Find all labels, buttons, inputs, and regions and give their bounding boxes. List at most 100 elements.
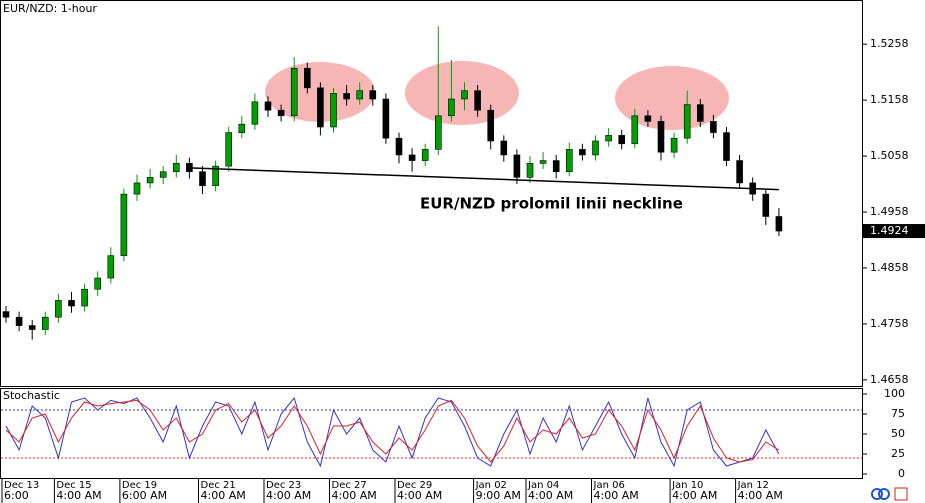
candle-body xyxy=(173,163,180,173)
candle-body xyxy=(225,132,232,167)
candle-body xyxy=(264,101,272,111)
x-time-label: 4:00 AM xyxy=(201,489,246,502)
x-time-label: 4:00 AM xyxy=(738,489,783,502)
toolbar-icons[interactable] xyxy=(871,487,908,501)
candle-body xyxy=(775,216,783,232)
candle-body xyxy=(526,163,534,178)
x-date-label: Dec 27 xyxy=(332,480,367,491)
y-tick-label: 25 xyxy=(891,447,905,460)
x-date-label: Jan 12 xyxy=(737,480,769,491)
candle-body xyxy=(2,311,10,318)
x-date-label: Jan 06 xyxy=(593,480,625,491)
candle-body xyxy=(107,255,115,279)
candle-body xyxy=(762,193,770,217)
x-time-label: 4:00 AM xyxy=(397,489,442,502)
candle-body xyxy=(120,193,128,256)
candle-body xyxy=(356,90,364,100)
candle-body xyxy=(28,325,36,330)
candle-body xyxy=(343,93,350,100)
x-time-label: 4:00 AM xyxy=(528,489,573,502)
candle-body xyxy=(251,101,259,125)
candle-body xyxy=(513,154,521,178)
stochastic-line xyxy=(5,399,780,463)
candle-body xyxy=(395,137,403,156)
y-tick-label: 1.4858 xyxy=(870,261,909,274)
candle-body xyxy=(421,149,429,161)
link-icon[interactable] xyxy=(871,488,883,500)
x-date-label: Dec 21 xyxy=(201,480,236,491)
chart-title: EUR/NZD: 1-hour xyxy=(3,2,97,15)
candle-body xyxy=(277,109,285,117)
x-date-label: Dec 23 xyxy=(266,480,301,491)
x-date-label: Dec 15 xyxy=(56,480,91,491)
price-panel xyxy=(0,0,863,387)
candle-body xyxy=(710,121,717,133)
candle-body xyxy=(199,171,206,187)
x-time-label: 9:00 AM xyxy=(476,489,521,502)
last-price-box xyxy=(863,224,925,239)
candle-body xyxy=(317,87,324,128)
x-date-label: Jan 10 xyxy=(671,480,703,491)
x-time-label: 4:00 AM xyxy=(332,489,377,502)
x-date-label: Dec 19 xyxy=(122,480,157,491)
y-tick-label: 1.5258 xyxy=(870,37,909,50)
x-time-label: 4:00 AM xyxy=(594,489,639,502)
candle-body xyxy=(552,160,560,173)
candle-body xyxy=(159,171,167,178)
x-time-label: 4:00 AM xyxy=(56,489,101,502)
candle-body xyxy=(303,67,311,89)
x-date-label: Jan 04 xyxy=(527,480,559,491)
candle-body xyxy=(683,104,691,139)
candle-body xyxy=(500,140,508,156)
panel-title: Stochastic xyxy=(3,389,60,402)
stochastic-panel xyxy=(0,388,863,479)
candle-body xyxy=(474,90,481,111)
candle-body xyxy=(68,300,75,307)
x-time-label: 4:00 AM xyxy=(672,489,717,502)
candle-body xyxy=(696,104,704,122)
x-date-label: Dec 13 xyxy=(4,480,39,491)
candle-body xyxy=(448,98,455,117)
link-icon[interactable] xyxy=(878,488,890,500)
candle-body xyxy=(644,115,652,122)
candle-body xyxy=(631,115,639,145)
candle-body xyxy=(579,149,586,156)
last-price-label: 1.4924 xyxy=(870,224,909,237)
x-time-label: 6:00 xyxy=(4,489,29,502)
candle-body xyxy=(41,316,49,330)
candle-body xyxy=(565,149,573,173)
y-tick-label: 50 xyxy=(891,427,905,440)
candle-body xyxy=(146,177,154,184)
candle-body xyxy=(133,182,141,195)
candle-body xyxy=(94,277,101,290)
candle-body xyxy=(736,160,743,184)
candle-body xyxy=(382,98,390,139)
candle-body xyxy=(434,115,442,150)
candle-body xyxy=(539,160,547,164)
candle-body xyxy=(618,135,626,145)
y-tick-label: 1.4658 xyxy=(870,373,909,386)
x-time-label: 6:00 AM xyxy=(122,489,167,502)
neckline xyxy=(189,167,779,191)
y-tick-label: 1.5158 xyxy=(870,93,909,106)
candle-body xyxy=(55,300,62,318)
y-tick-label: 0 xyxy=(898,467,905,480)
y-tick-label: 1.4758 xyxy=(870,317,909,330)
x-date-label: Jan 02 xyxy=(475,480,507,491)
candle-body xyxy=(212,165,219,187)
x-date-label: Dec 29 xyxy=(397,480,432,491)
stochastic-line xyxy=(5,396,780,468)
candle-body xyxy=(461,90,468,100)
candle-body xyxy=(408,154,416,161)
x-time-label: 4:00 AM xyxy=(266,489,311,502)
candle-body xyxy=(487,109,495,142)
y-tick-label: 100 xyxy=(884,387,905,400)
candle-body xyxy=(81,288,88,307)
candle-body xyxy=(723,132,730,161)
candle-body xyxy=(290,67,298,117)
candle-body xyxy=(15,316,23,326)
exit-icon[interactable] xyxy=(894,487,908,501)
y-tick-label: 75 xyxy=(891,407,905,420)
annotation: EUR/NZD prolomil linii neckline xyxy=(420,195,683,213)
